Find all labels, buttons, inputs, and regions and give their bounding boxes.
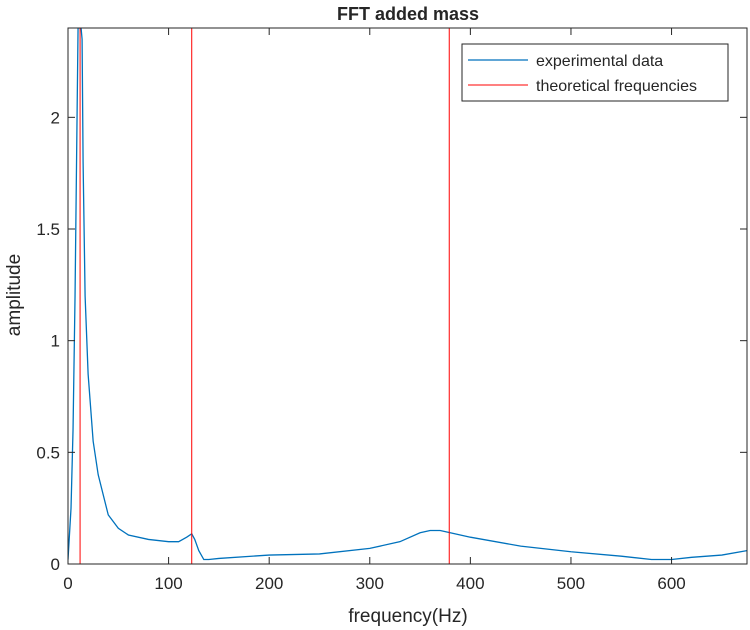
x-tick-label-2: 200 (255, 574, 283, 593)
legend-label-experimental: experimental data (536, 53, 663, 70)
legend: experimental data theoretical frequencie… (461, 43, 729, 102)
x-tick-label-6: 600 (657, 574, 685, 593)
y-tick-label-1: 0.5 (36, 443, 60, 462)
x-axis-label: frequency(Hz) (348, 606, 467, 627)
y-tick-label-3: 1.5 (36, 220, 60, 239)
y-axis-label: amplitude (4, 254, 25, 336)
x-tick-label-4: 400 (456, 574, 484, 593)
x-tick-label-0: 0 (63, 574, 72, 593)
x-tick-label-5: 500 (557, 574, 585, 593)
x-tick-label-3: 300 (356, 574, 384, 593)
x-tick-label-1: 100 (154, 574, 182, 593)
legend-box (461, 43, 729, 102)
series-line-experimental-data (68, 28, 747, 561)
y-tick-label-4: 2 (51, 108, 60, 127)
y-tick-label-2: 1 (51, 332, 60, 351)
plot-area-frame (67, 27, 748, 565)
y-tick-label-0: 0 (51, 555, 60, 574)
legend-label-theoretical: theoretical frequencies (536, 78, 697, 95)
chart-title: FFT added mass (337, 4, 479, 24)
